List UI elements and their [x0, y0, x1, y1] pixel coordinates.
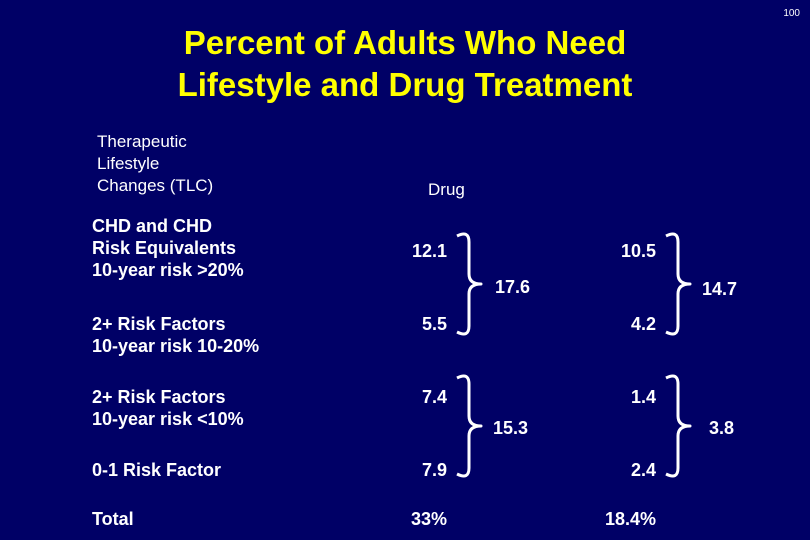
row-label-line: Risk Equivalents [92, 238, 237, 258]
row-label-line: 10-year risk >20% [92, 260, 244, 280]
tlc-column-header: Therapeutic Lifestyle Changes (TLC) [97, 131, 213, 197]
drug-value-0-1-risk: 2.4 [630, 460, 656, 480]
tlc-value-0-1-risk: 7.9 [421, 460, 447, 480]
row-label-risk-lt10: 2+ Risk Factors 10-year risk <10% [92, 386, 244, 430]
row-label-total: Total [92, 509, 134, 529]
drug-value-chd: 10.5 [620, 241, 656, 261]
tlc-value-total: 33% [410, 509, 447, 529]
upper-drug-bracket [665, 232, 692, 336]
tlc-value-risk-10-20: 5.5 [421, 314, 447, 334]
lower-tlc-bracket [456, 374, 483, 478]
row-label-line: 2+ Risk Factors [92, 387, 226, 407]
lower-drug-bracket [665, 374, 692, 478]
drug-column-header: Drug [428, 180, 465, 199]
lower-drug-sum: 3.8 [709, 418, 735, 438]
row-label-line: 0-1 Risk Factor [92, 460, 222, 480]
row-label-line: 2+ Risk Factors [92, 314, 226, 334]
title-line-2: Lifestyle and Drug Treatment [177, 66, 633, 103]
tlc-value-risk-lt10: 7.4 [421, 387, 447, 407]
row-label-risk-10-20: 2+ Risk Factors 10-year risk 10-20% [92, 313, 259, 357]
drug-value-total: 18.4% [604, 509, 656, 529]
lower-tlc-sum: 15.3 [493, 418, 529, 438]
row-label-line: 10-year risk <10% [92, 409, 244, 429]
row-label-line: 10-year risk 10-20% [92, 336, 260, 356]
tlc-value-chd: 12.1 [411, 241, 447, 261]
row-label-0-1-risk: 0-1 Risk Factor [92, 459, 221, 481]
upper-tlc-sum: 17.6 [495, 277, 531, 297]
upper-drug-sum: 14.7 [702, 279, 738, 299]
title-line-1: Percent of Adults Who Need [183, 24, 627, 61]
upper-tlc-bracket [456, 232, 483, 336]
drug-value-risk-10-20: 4.2 [630, 314, 656, 334]
drug-value-risk-lt10: 1.4 [630, 387, 656, 407]
tlc-header-line-1: Therapeutic [97, 132, 187, 151]
tlc-header-line-2: Lifestyle [97, 154, 160, 173]
slide-title: Percent of Adults Who Need Lifestyle and… [0, 22, 810, 106]
page-number: 100 [783, 8, 800, 19]
row-label-chd: CHD and CHD Risk Equivalents 10-year ris… [92, 215, 244, 281]
row-label-line: CHD and CHD [92, 216, 212, 236]
tlc-header-line-3: Changes (TLC) [97, 176, 214, 195]
